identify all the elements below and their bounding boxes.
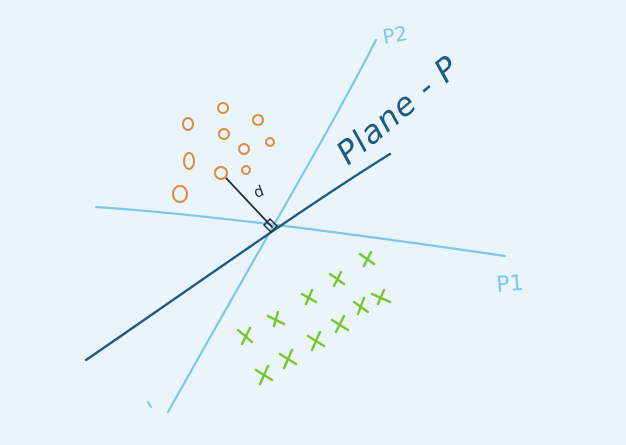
plane-p-label: Plane - P	[329, 48, 467, 172]
cross-marker-icon	[354, 298, 368, 314]
circle-marker-icon	[173, 186, 187, 202]
circle-marker-icon	[219, 129, 229, 139]
p1-label: P1	[495, 271, 524, 298]
p2-line-tick	[148, 402, 151, 407]
circle-marker-icon	[184, 153, 194, 169]
circle-marker-icon	[215, 167, 227, 179]
cross-marker-icon	[268, 312, 284, 326]
cross-cluster	[238, 252, 390, 384]
plane-p1-line	[96, 207, 505, 256]
cross-marker-icon	[302, 290, 316, 304]
distance-label: d	[251, 182, 266, 202]
p2-label: P2	[381, 21, 410, 49]
cross-marker-icon	[332, 316, 348, 332]
cross-marker-icon	[330, 272, 344, 286]
cross-marker-icon	[256, 366, 272, 384]
circle-marker-icon	[218, 103, 228, 113]
cross-marker-icon	[280, 350, 296, 368]
circle-marker-icon	[242, 166, 250, 174]
cross-marker-icon	[372, 290, 390, 304]
circle-marker-icon	[253, 115, 263, 125]
cross-marker-icon	[308, 332, 324, 350]
cross-marker-icon	[360, 252, 374, 266]
circle-marker-icon	[183, 118, 193, 130]
cross-marker-icon	[238, 328, 252, 344]
circle-marker-icon	[239, 144, 249, 154]
circle-marker-icon	[266, 138, 274, 146]
